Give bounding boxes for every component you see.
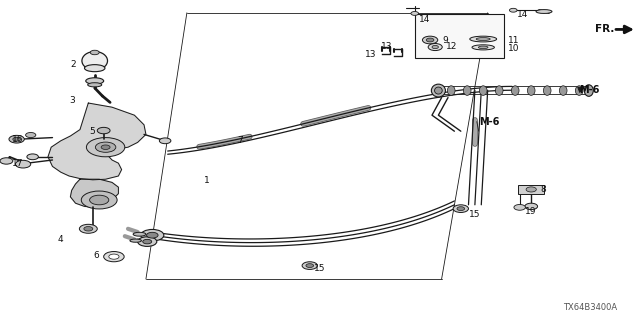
Circle shape: [453, 205, 468, 212]
Circle shape: [26, 132, 36, 138]
Circle shape: [27, 154, 38, 160]
Circle shape: [525, 203, 538, 210]
Ellipse shape: [447, 86, 455, 95]
Text: 14: 14: [517, 10, 529, 19]
Text: 6: 6: [93, 252, 99, 260]
Polygon shape: [48, 103, 146, 180]
Circle shape: [104, 252, 124, 262]
Text: 13: 13: [365, 50, 376, 59]
Ellipse shape: [479, 46, 488, 49]
Text: 12: 12: [446, 42, 458, 51]
Circle shape: [306, 264, 314, 268]
Ellipse shape: [543, 86, 551, 95]
Text: 8: 8: [540, 185, 546, 194]
Ellipse shape: [130, 239, 141, 242]
Text: 15: 15: [314, 264, 325, 273]
Circle shape: [509, 8, 517, 12]
Text: 14: 14: [419, 15, 431, 24]
Text: 9: 9: [442, 36, 448, 44]
Text: 15: 15: [469, 210, 481, 219]
Text: 13: 13: [381, 42, 392, 51]
Ellipse shape: [584, 85, 593, 96]
Circle shape: [514, 204, 525, 210]
Ellipse shape: [82, 52, 108, 70]
Ellipse shape: [133, 232, 146, 236]
Text: 10: 10: [508, 44, 519, 52]
Text: 2: 2: [70, 60, 76, 68]
Circle shape: [84, 227, 93, 231]
Text: 16: 16: [12, 135, 23, 144]
Text: 1: 1: [204, 176, 209, 185]
Circle shape: [101, 145, 110, 149]
Ellipse shape: [84, 65, 105, 72]
Ellipse shape: [472, 45, 494, 50]
Circle shape: [90, 195, 109, 205]
Circle shape: [526, 187, 536, 192]
Circle shape: [432, 45, 438, 49]
Text: 11: 11: [508, 36, 519, 45]
Circle shape: [457, 207, 465, 211]
Text: TX64B3400A: TX64B3400A: [563, 303, 618, 312]
Circle shape: [97, 127, 110, 134]
Circle shape: [426, 38, 434, 42]
Circle shape: [79, 224, 97, 233]
Circle shape: [90, 50, 99, 55]
Circle shape: [422, 36, 438, 44]
Ellipse shape: [495, 86, 503, 95]
Circle shape: [13, 137, 20, 141]
Circle shape: [109, 254, 119, 259]
Ellipse shape: [536, 10, 552, 13]
Circle shape: [159, 138, 171, 144]
Text: FR.: FR.: [595, 24, 614, 34]
Ellipse shape: [463, 86, 471, 95]
Ellipse shape: [559, 86, 567, 95]
Circle shape: [147, 232, 158, 238]
Circle shape: [0, 158, 13, 164]
Text: M-6: M-6: [479, 116, 499, 127]
Text: 19: 19: [525, 207, 536, 216]
Bar: [415, 14, 504, 58]
Ellipse shape: [86, 78, 104, 84]
Ellipse shape: [479, 86, 487, 95]
Ellipse shape: [511, 86, 519, 95]
Ellipse shape: [431, 84, 445, 97]
Circle shape: [9, 135, 24, 143]
Ellipse shape: [575, 86, 583, 95]
Circle shape: [143, 239, 152, 244]
Text: 4: 4: [57, 235, 63, 244]
Text: M-6: M-6: [579, 84, 600, 95]
Ellipse shape: [470, 36, 497, 42]
Circle shape: [81, 191, 117, 209]
Circle shape: [141, 229, 164, 241]
Text: 5: 5: [89, 127, 95, 136]
Circle shape: [138, 237, 157, 246]
Text: 7: 7: [237, 136, 243, 145]
Polygon shape: [70, 179, 118, 207]
Text: 3: 3: [70, 96, 76, 105]
Ellipse shape: [527, 86, 535, 95]
Ellipse shape: [88, 83, 102, 87]
Circle shape: [86, 138, 125, 157]
Ellipse shape: [435, 87, 442, 94]
Circle shape: [95, 142, 116, 152]
Circle shape: [302, 262, 317, 269]
Circle shape: [411, 12, 419, 15]
Circle shape: [428, 44, 442, 51]
Ellipse shape: [476, 38, 490, 41]
Circle shape: [15, 160, 31, 168]
Bar: [518, 185, 544, 194]
Text: 17: 17: [12, 159, 23, 168]
